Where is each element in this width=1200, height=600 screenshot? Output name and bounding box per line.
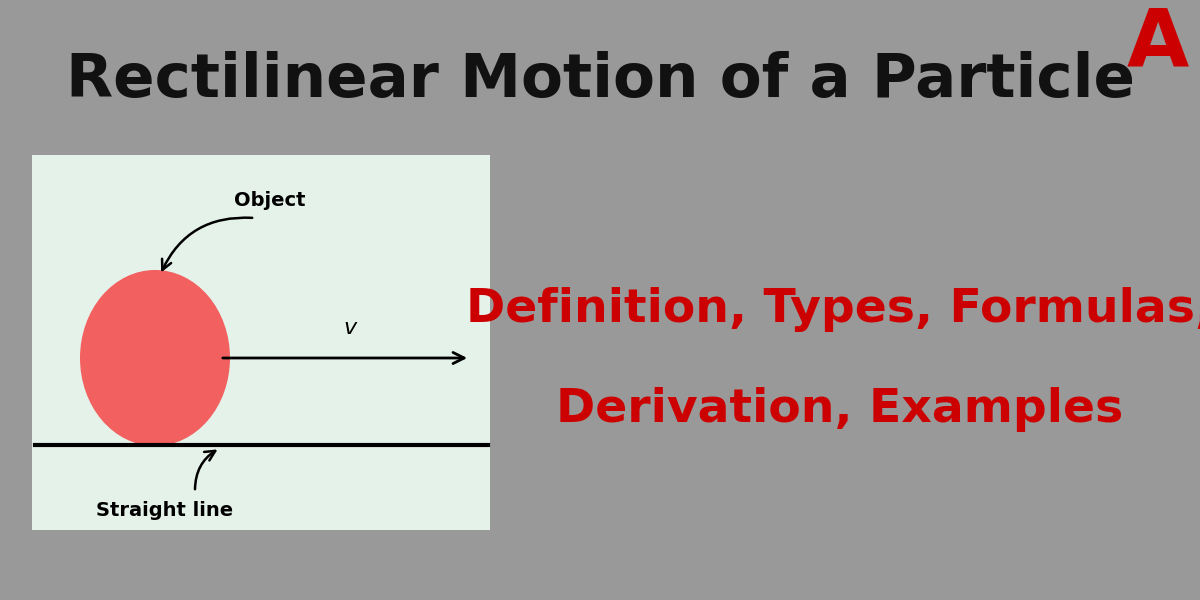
Bar <box>32 155 490 530</box>
Text: Straight line: Straight line <box>96 500 234 520</box>
Text: A: A <box>1127 6 1189 84</box>
Text: Derivation, Examples: Derivation, Examples <box>557 388 1123 433</box>
Text: Rectilinear Motion of a Particle: Rectilinear Motion of a Particle <box>66 50 1134 109</box>
Text: Definition, Types, Formulas,: Definition, Types, Formulas, <box>467 287 1200 332</box>
Text: Object: Object <box>234 191 306 209</box>
Ellipse shape <box>80 270 230 446</box>
Text: v: v <box>343 318 356 338</box>
